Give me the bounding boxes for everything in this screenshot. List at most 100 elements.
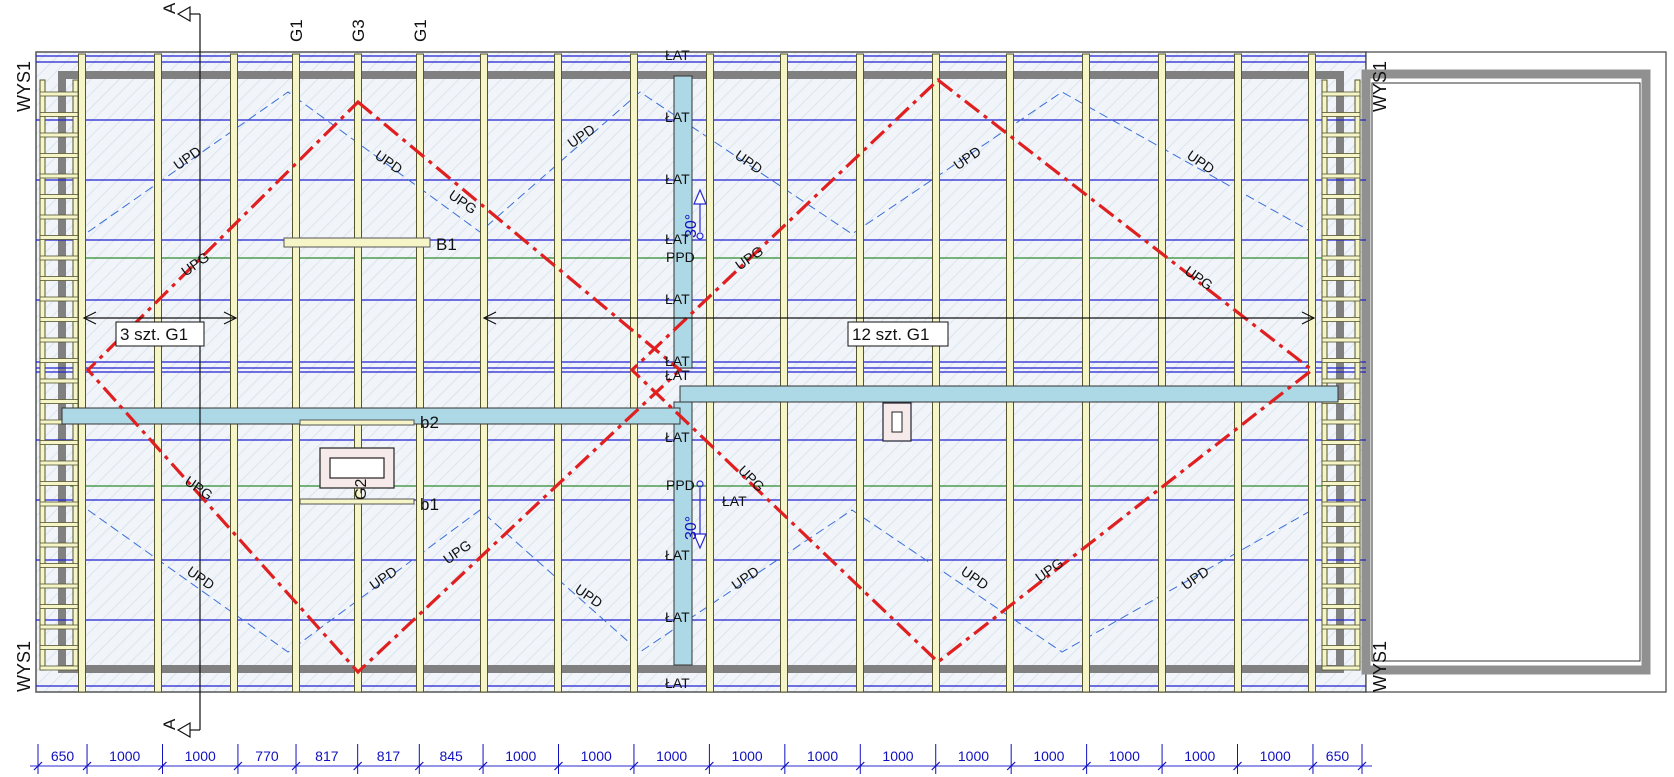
ladder-rung — [1321, 419, 1361, 425]
count-label-left: 3 szt. G1 — [120, 325, 188, 344]
lat-label: ŁAT — [665, 291, 690, 307]
ladder-rung — [39, 358, 79, 363]
ladder-rung — [1321, 317, 1361, 322]
ladder-rail — [1354, 79, 1361, 671]
slope-label-upper: 30° — [683, 214, 700, 238]
rafter — [416, 53, 424, 693]
beam-label-b1: b1 — [420, 495, 439, 514]
lat-label: ŁAT — [665, 675, 690, 691]
ladder-rung — [39, 583, 79, 589]
beam-B1 — [283, 237, 431, 248]
lat-label: ŁAT — [665, 171, 690, 187]
dimension-value: 1000 — [807, 748, 838, 764]
rafter — [856, 53, 864, 693]
ladder-rung — [1321, 645, 1361, 650]
ladder-rung — [39, 337, 79, 343]
ladder-rung — [1321, 378, 1361, 384]
ladder-rung — [39, 563, 79, 568]
dimension-value: 770 — [255, 748, 279, 764]
lat-label: ŁAT — [665, 429, 690, 445]
dimension-value: 817 — [377, 748, 401, 764]
dimension-slash — [1233, 761, 1242, 771]
ladder-rung — [39, 604, 79, 609]
rafter — [932, 53, 940, 693]
dimension-slash — [704, 761, 714, 771]
beam-b1 — [299, 498, 415, 505]
rafter — [230, 53, 238, 693]
ladder-rung — [1321, 440, 1361, 445]
dimension-slash — [1082, 761, 1092, 771]
dimension-slash — [554, 761, 563, 771]
ladder-rung — [1321, 624, 1361, 630]
upd-diagonals — [87, 91, 1313, 653]
ladder-rung — [39, 255, 79, 261]
ladder-rung — [1321, 604, 1361, 609]
dimension-value: 1000 — [1184, 748, 1215, 764]
dimension-slash — [1357, 761, 1367, 771]
beam-right — [679, 385, 1339, 403]
corner-label-bottom-left: WYS1 — [14, 641, 34, 692]
ladder-rung — [39, 399, 79, 404]
rafter — [154, 53, 162, 693]
lat-label: ŁAT — [665, 609, 690, 625]
ladder-rung — [1321, 460, 1361, 466]
purlin-lines — [70, 257, 1330, 487]
ladder-rail — [39, 79, 46, 671]
upd-diagonal — [87, 509, 1313, 653]
ladder-rung — [39, 296, 79, 302]
hip-diamond-right — [629, 77, 1315, 665]
ladder-rail — [72, 79, 79, 671]
ladder-rung — [1321, 214, 1361, 220]
ladder-rung — [1321, 255, 1361, 261]
ladder-rung — [1321, 563, 1361, 568]
dimension-slash — [855, 761, 865, 771]
section-label-top: A — [160, 2, 179, 14]
ladder-rung — [1321, 358, 1361, 363]
rafter — [780, 53, 788, 693]
dimension-value: 1000 — [1033, 748, 1064, 764]
ladder-rung — [1321, 481, 1361, 486]
section-label-bottom: A — [160, 718, 179, 730]
dimension-value: 650 — [1326, 748, 1350, 764]
rafter — [1006, 53, 1014, 693]
rafter — [78, 53, 86, 693]
lat-label: ŁAT — [665, 109, 690, 125]
ladder-rung — [39, 501, 79, 507]
dimension-value: 1000 — [958, 748, 989, 764]
ladder-rung — [1321, 337, 1361, 343]
ladder-rung — [39, 522, 79, 527]
dimension-value: 650 — [51, 748, 75, 764]
ppd-label-lower: PPD — [666, 477, 695, 493]
ladder-rung — [1321, 235, 1361, 240]
dimension-value: 845 — [439, 748, 463, 764]
ladder-rung — [1321, 194, 1361, 199]
ladder-rung — [1321, 296, 1361, 302]
edge-ladders — [39, 79, 1361, 671]
ladder-rung — [39, 440, 79, 445]
ladder-rung — [1321, 276, 1361, 281]
count-arrows — [82, 311, 1316, 325]
ladder-rung — [1321, 522, 1361, 527]
slope-label-lower: 30° — [683, 516, 700, 540]
batten-lines — [36, 55, 1366, 687]
dimension-value: 1000 — [882, 748, 913, 764]
dimension-slash — [629, 761, 639, 771]
rafter — [1234, 53, 1242, 693]
right-extension-inner — [1371, 82, 1641, 662]
ladder-rung — [39, 645, 79, 650]
ladder-rung — [39, 153, 79, 158]
count-label-left-box — [115, 321, 205, 347]
lat-label: ŁAT — [665, 231, 690, 247]
top-label-g1-right: G1 — [411, 19, 430, 42]
beam-label-B1: B1 — [436, 235, 457, 254]
ladder-rail — [1321, 79, 1328, 671]
ladder-rung — [1321, 583, 1361, 589]
ridge-beam-upper — [673, 75, 693, 369]
dimension-slash — [1308, 761, 1318, 771]
corner-label-bottom-right: WYS1 — [1370, 641, 1390, 692]
ladder-rung — [1321, 112, 1361, 117]
dimension-slash — [478, 761, 488, 771]
section-line-a — [176, 5, 201, 739]
beam-group — [61, 75, 1339, 666]
